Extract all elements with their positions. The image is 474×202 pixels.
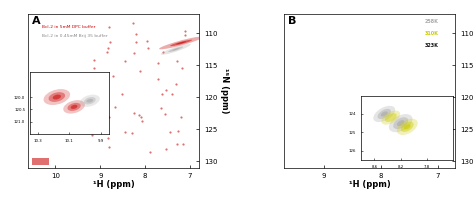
Ellipse shape (173, 48, 179, 50)
Point (154, 61, 162, 64)
Ellipse shape (161, 44, 191, 55)
Point (132, 33, 140, 36)
Point (90, 58, 98, 62)
Point (97, 101, 105, 105)
Point (177, 115, 185, 118)
Point (131, 112, 138, 115)
Point (161, 112, 168, 115)
Ellipse shape (159, 37, 203, 49)
Bar (32, 158, 49, 165)
Point (166, 130, 173, 133)
Point (173, 82, 180, 85)
Point (103, 50, 110, 53)
Text: Bcl-2 in 5mM DPC buffer: Bcl-2 in 5mM DPC buffer (42, 25, 95, 29)
Point (135, 114, 143, 117)
Text: A: A (32, 16, 40, 26)
X-axis label: ¹H (ppm): ¹H (ppm) (93, 180, 135, 189)
Text: Bcl-2 in 0.45mM Brij 35 buffer: Bcl-2 in 0.45mM Brij 35 buffer (42, 34, 108, 38)
Point (160, 50, 167, 54)
Ellipse shape (168, 47, 183, 52)
Text: B: B (288, 16, 296, 26)
X-axis label: ¹H (ppm): ¹H (ppm) (349, 180, 391, 189)
Point (91, 67, 98, 70)
Point (145, 46, 152, 50)
Point (130, 52, 137, 55)
Point (138, 119, 146, 122)
Point (94, 104, 102, 108)
Point (174, 129, 182, 133)
Point (146, 150, 154, 153)
Point (181, 29, 189, 33)
Point (179, 142, 186, 145)
Point (104, 136, 111, 140)
Point (121, 130, 128, 133)
Y-axis label: ¹⁵N (ppm): ¹⁵N (ppm) (219, 68, 228, 114)
Point (128, 132, 136, 135)
Point (132, 40, 140, 44)
Point (158, 92, 165, 95)
Point (121, 59, 129, 62)
Point (104, 46, 111, 49)
Point (88, 133, 96, 137)
Point (162, 148, 169, 151)
Point (173, 142, 181, 145)
Point (157, 106, 164, 109)
Text: 310K: 310K (424, 31, 438, 36)
Point (106, 41, 114, 44)
Point (129, 21, 137, 24)
Point (181, 33, 189, 36)
Text: 323K: 323K (424, 43, 438, 48)
Point (118, 93, 126, 96)
Point (178, 67, 185, 70)
Text: 258K: 258K (424, 19, 438, 24)
Point (173, 60, 181, 63)
Point (137, 116, 145, 119)
Point (168, 92, 176, 96)
Point (105, 115, 113, 119)
Ellipse shape (176, 41, 186, 44)
Point (106, 145, 113, 148)
Point (109, 74, 117, 77)
Point (94, 81, 102, 85)
Point (154, 77, 161, 80)
Point (162, 88, 169, 92)
Point (105, 25, 112, 29)
Point (111, 105, 119, 108)
Point (136, 70, 143, 73)
Ellipse shape (170, 40, 192, 46)
Point (143, 39, 151, 43)
